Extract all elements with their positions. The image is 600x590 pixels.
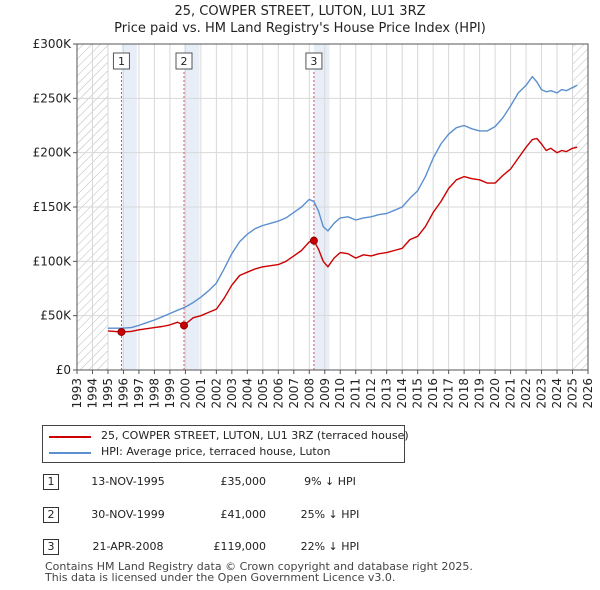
x-tick-label: 2012 <box>364 378 378 409</box>
x-tick-label: 2004 <box>240 378 254 409</box>
x-tick-label: 1998 <box>147 378 161 409</box>
x-tick-label: 2019 <box>473 378 487 409</box>
sale-price: £41,000 <box>220 508 267 521</box>
sale-point <box>117 327 126 336</box>
x-tick-label: 2024 <box>550 378 564 409</box>
sale-marker-box <box>175 52 193 70</box>
sale-marker-label: 3 <box>310 55 317 68</box>
sale-price: £35,000 <box>220 475 267 488</box>
x-tick-label: 2022 <box>519 378 533 409</box>
x-tick-label: 1995 <box>101 378 115 409</box>
sale-marker-3: 3 <box>305 52 323 70</box>
x-tick-label: 2007 <box>287 378 301 409</box>
sale-number: 1 <box>43 474 59 490</box>
y-tick-label: £0 <box>56 363 71 377</box>
table-row: 2 30-NOV-1999 £41,000 25% ↓ HPI <box>0 503 600 527</box>
sale-marker-label: 2 <box>181 55 188 68</box>
sale-hpi-diff: 22% ↓ HPI <box>300 540 360 553</box>
y-tick-label: £50K <box>40 309 72 323</box>
x-tick-label: 2005 <box>256 378 270 409</box>
sale-marker-box <box>112 52 130 70</box>
x-tick-label: 2021 <box>504 378 518 409</box>
legend-swatch-property <box>49 436 91 438</box>
footer-line-2: This data is licensed under the Open Gov… <box>45 571 396 584</box>
x-tick-label: 2025 <box>566 378 580 409</box>
x-tick-label: 2002 <box>209 378 223 409</box>
sale-marker-box <box>305 52 323 70</box>
x-tick-label: 1996 <box>116 378 130 409</box>
y-tick-label: £200K <box>33 146 73 160</box>
sale-point <box>309 236 318 245</box>
table-row: 3 21-APR-2008 £119,000 22% ↓ HPI <box>0 535 600 559</box>
x-tick-label: 2011 <box>349 378 363 409</box>
sale-hpi-diff: 9% ↓ HPI <box>304 475 356 488</box>
sale-marker-label: 1 <box>118 55 125 68</box>
x-tick-label: 1993 <box>70 378 84 409</box>
y-tick-label: £300K <box>33 37 73 51</box>
x-tick-label: 1999 <box>163 378 177 409</box>
x-tick-label: 2003 <box>225 378 239 409</box>
property-price-line <box>107 137 578 333</box>
x-tick-label: 2009 <box>318 378 332 409</box>
x-tick-label: 2017 <box>442 378 456 409</box>
y-tick-label: £150K <box>33 200 73 214</box>
x-tick-label: 2016 <box>426 378 440 409</box>
footer-line-1: Contains HM Land Registry data © Crown c… <box>45 560 473 573</box>
x-tick-label: 2015 <box>411 378 425 409</box>
hpi-line <box>108 75 578 329</box>
chart-subtitle: Price paid vs. HM Land Registry's House … <box>114 21 486 36</box>
legend-label-hpi: HPI: Average price, terraced house, Luto… <box>101 445 331 458</box>
sale-date: 13-NOV-1995 <box>91 475 165 488</box>
sale-marker-2: 2 <box>175 52 193 70</box>
y-tick-label: £250K <box>33 91 73 105</box>
x-tick-label: 2023 <box>535 378 549 409</box>
legend-label-property: 25, COWPER STREET, LUTON, LU1 3RZ (terra… <box>101 429 409 442</box>
x-tick-label: 2020 <box>488 378 502 409</box>
sale-hpi-diff: 25% ↓ HPI <box>300 508 360 521</box>
x-tick-label: 2014 <box>395 378 409 409</box>
chart-title: 25, COWPER STREET, LUTON, LU1 3RZ <box>174 4 426 19</box>
table-row: 1 13-NOV-1995 £35,000 9% ↓ HPI <box>0 470 600 494</box>
x-tick-label: 2013 <box>380 378 394 409</box>
x-tick-label: 1997 <box>132 378 146 409</box>
x-tick-label: 2026 <box>581 378 595 409</box>
x-tick-label: 2018 <box>457 378 471 409</box>
x-tick-label: 2008 <box>302 378 316 409</box>
legend-swatch-hpi <box>49 452 91 454</box>
x-tick-label: 1994 <box>85 378 99 409</box>
chart-legend: 25, COWPER STREET, LUTON, LU1 3RZ (terra… <box>42 425 409 463</box>
sale-date: 30-NOV-1999 <box>91 508 165 521</box>
sale-price: £119,000 <box>213 540 267 553</box>
sale-date: 21-APR-2008 <box>92 540 164 553</box>
x-tick-label: 2001 <box>194 378 208 409</box>
x-tick-label: 2006 <box>271 378 285 409</box>
y-tick-label: £100K <box>33 254 73 268</box>
sale-marker-1: 1 <box>112 52 130 70</box>
sale-number: 2 <box>43 507 59 523</box>
sale-number: 3 <box>43 539 59 555</box>
x-tick-label: 2010 <box>333 378 347 409</box>
sale-point <box>180 321 189 330</box>
x-tick-label: 2000 <box>178 378 192 409</box>
footer-attribution: Contains HM Land Registry data © Crown c… <box>45 561 473 583</box>
